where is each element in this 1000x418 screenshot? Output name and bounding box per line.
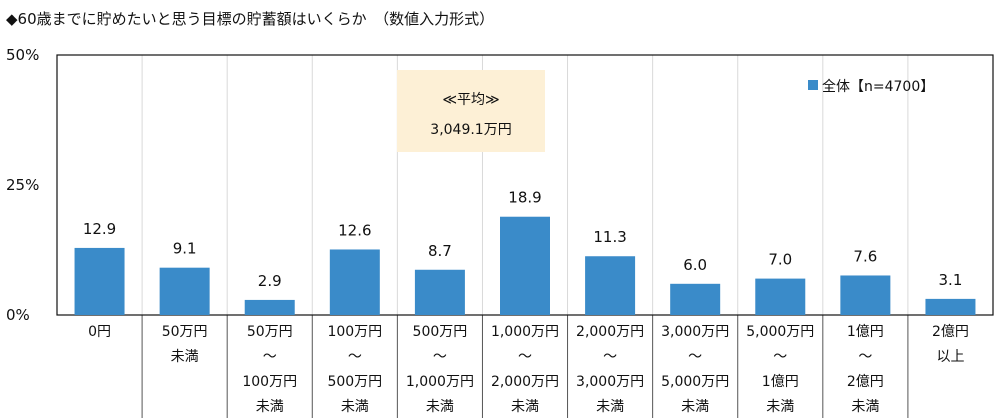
x-tick-label: 1億円 [847, 324, 884, 340]
average-callout-box [397, 70, 545, 152]
x-tick-label: 未満 [426, 399, 454, 415]
x-tick-label: 50万円 [247, 324, 293, 340]
data-label: 3.1 [939, 271, 963, 289]
x-tick-label: 1,000万円 [491, 324, 559, 340]
x-tick-label: ～ [348, 349, 362, 365]
legend-swatch [808, 80, 818, 90]
data-label: 18.9 [508, 189, 541, 207]
x-tick-label: 0円 [88, 324, 111, 340]
x-tick-label: 50万円 [162, 324, 208, 340]
average-callout-label: ≪平均≫ [442, 92, 499, 108]
x-tick-label: 以上 [936, 349, 964, 365]
bar [329, 249, 380, 315]
bar [74, 247, 125, 315]
x-tick-label: ～ [603, 349, 617, 365]
x-tick-label: 2,000万円 [576, 324, 644, 340]
data-label: 9.1 [173, 240, 197, 258]
x-tick-label: 2,000万円 [491, 374, 559, 390]
x-tick-label: ～ [773, 349, 787, 365]
x-tick-label: 未満 [766, 399, 794, 415]
x-tick-label: 未満 [511, 399, 539, 415]
y-tick-label: 25% [6, 176, 39, 194]
x-tick-label: 未満 [596, 399, 624, 415]
bar [925, 298, 976, 315]
x-tick-label: 100万円 [242, 374, 297, 390]
x-tick-label: 未満 [256, 399, 284, 415]
data-label: 7.0 [768, 251, 792, 269]
data-label: 12.9 [83, 220, 116, 238]
x-tick-label: 100万円 [327, 324, 382, 340]
x-tick-label: 1億円 [762, 374, 799, 390]
bar [670, 283, 721, 315]
bar [244, 299, 295, 315]
x-tick-label: 2億円 [932, 324, 969, 340]
bar [159, 267, 210, 315]
data-label: 12.6 [338, 221, 371, 239]
x-tick-label: 未満 [851, 399, 879, 415]
x-tick-label: 未満 [341, 399, 369, 415]
bar [500, 216, 550, 315]
data-label: 2.9 [258, 272, 282, 290]
bar [585, 256, 636, 315]
x-tick-label: 500万円 [413, 324, 468, 340]
bar [755, 278, 806, 315]
bar [840, 275, 891, 315]
x-tick-label: 2億円 [847, 374, 884, 390]
x-tick-label: 未満 [681, 399, 709, 415]
data-label: 11.3 [593, 228, 626, 246]
bar [414, 269, 465, 315]
x-tick-label: ～ [518, 349, 532, 365]
y-tick-label: 0% [6, 306, 30, 324]
x-tick-label: ～ [858, 349, 872, 365]
x-tick-label: 500万円 [327, 374, 382, 390]
x-tick-label: 3,000万円 [576, 374, 644, 390]
average-callout-value: 3,049.1万円 [430, 122, 511, 138]
data-label: 7.6 [853, 247, 877, 265]
x-tick-label: ～ [688, 349, 702, 365]
x-tick-label: ～ [433, 349, 447, 365]
x-tick-label: ～ [263, 349, 277, 365]
x-tick-label: 1,000万円 [406, 374, 474, 390]
data-label: 6.0 [683, 256, 707, 274]
data-label: 8.7 [428, 242, 452, 260]
x-tick-label: 5,000万円 [746, 324, 814, 340]
x-tick-label: 3,000万円 [661, 324, 729, 340]
legend-label: 全体【n=4700】 [822, 78, 934, 95]
y-tick-label: 50% [6, 46, 39, 64]
x-tick-label: 5,000万円 [661, 374, 729, 390]
x-tick-label: 未満 [171, 349, 199, 365]
chart-title: ◆60歳までに貯めたいと思う目標の貯蓄額はいくらか （数値入力形式） [6, 10, 495, 28]
